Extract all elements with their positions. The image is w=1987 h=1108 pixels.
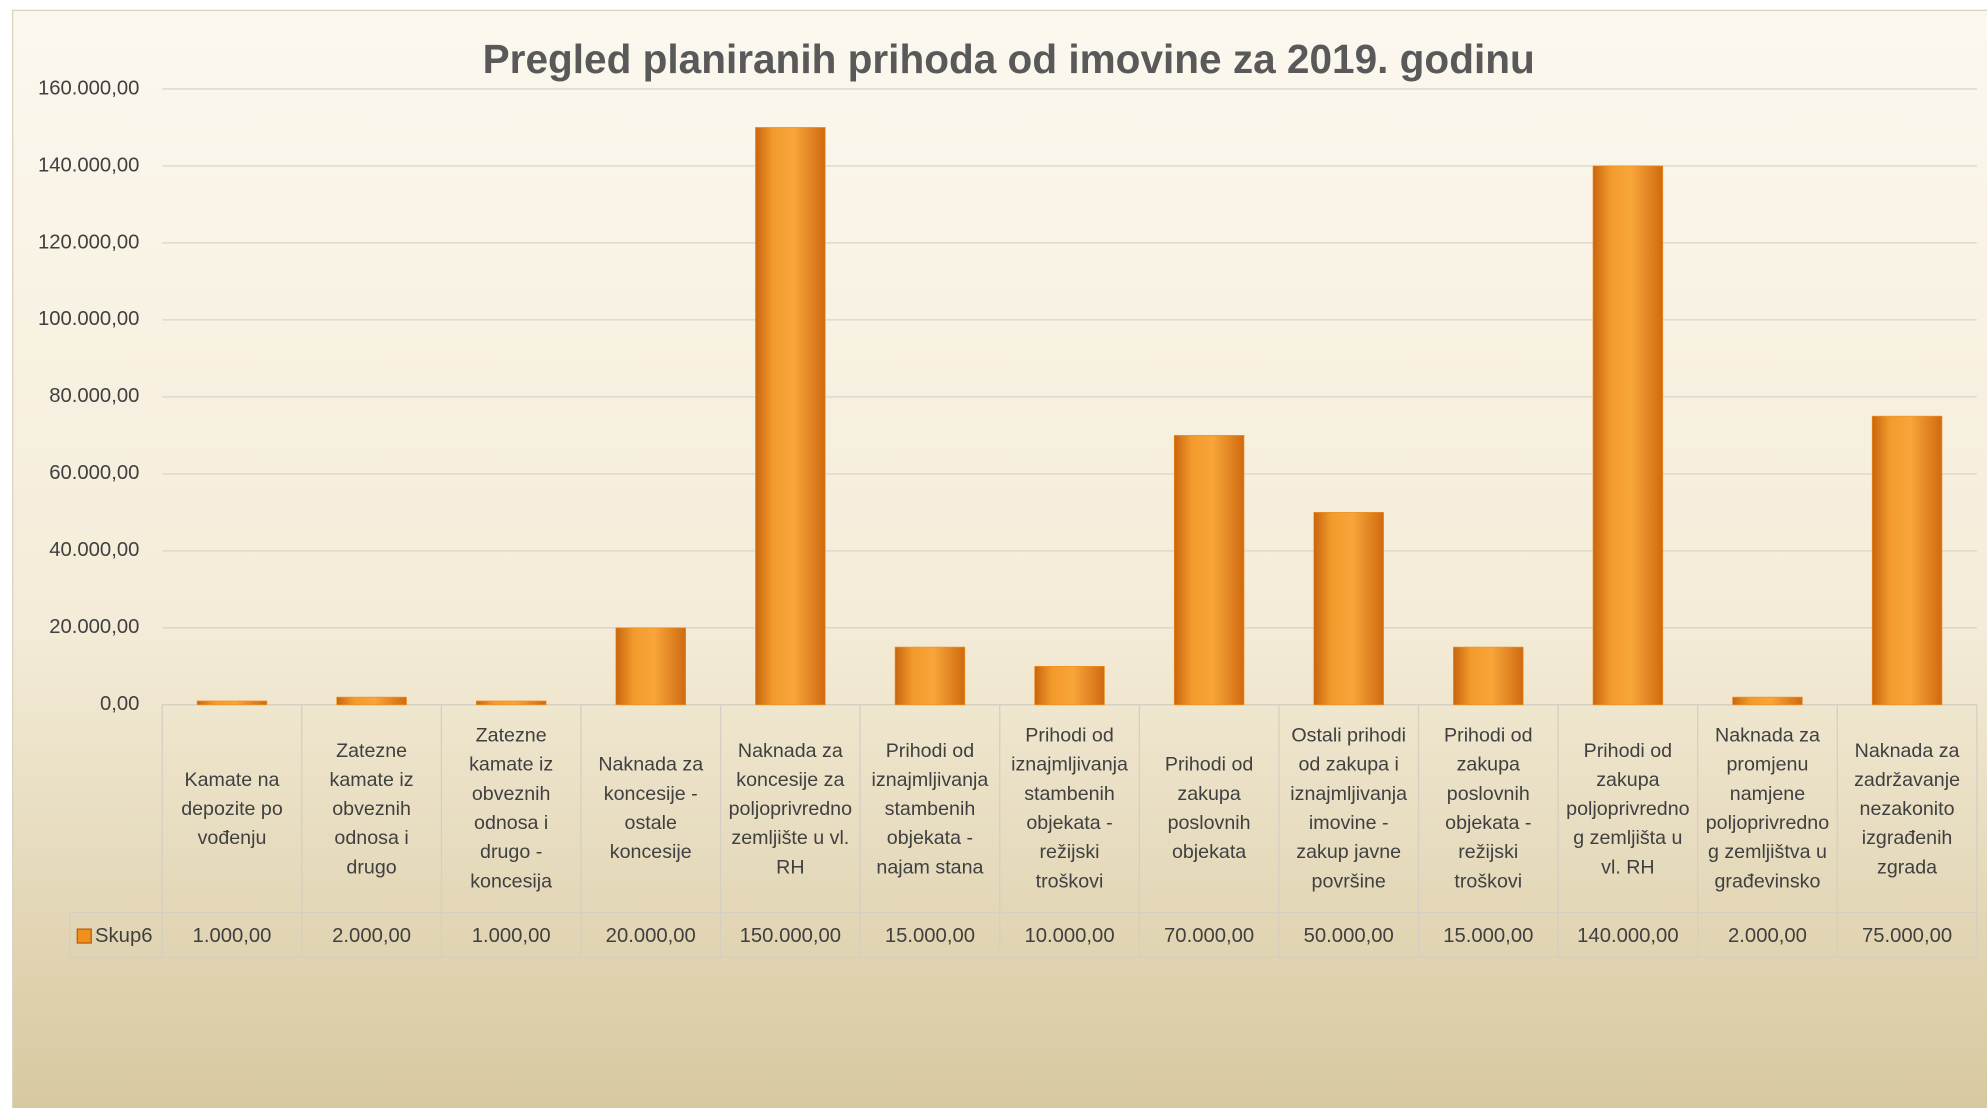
- x-tick-label: Prihodi od iznajmljivanja stambenih obje…: [871, 739, 989, 878]
- x-category-cell: Ostali prihodi od zakupa i iznajmljivanj…: [1290, 725, 1408, 893]
- value-label: 15.000,00: [885, 925, 975, 947]
- y-tick-label: 160.000,00: [38, 77, 139, 99]
- x-category-cell: Prihodi od iznajmljivanja stambenih obje…: [1011, 725, 1128, 893]
- legend-marker: [76, 928, 92, 944]
- x-tick-label: Zatezne kamate iz obveznih odnosa i drug…: [469, 725, 554, 893]
- x-tick-label: Naknada za zadržavanje nezakonito izgrađ…: [1854, 739, 1961, 878]
- bar: [1034, 665, 1105, 706]
- y-tick-label: 40.000,00: [49, 539, 139, 561]
- x-category-cell: Prihodi od zakupa poslovnih objekata: [1164, 754, 1254, 864]
- bar: [1313, 512, 1384, 706]
- bar: [1453, 646, 1524, 706]
- value-label: 1.000,00: [472, 925, 551, 947]
- x-category-cell: Naknada za koncesije - ostale koncesije: [598, 754, 704, 864]
- y-tick-label: 120.000,00: [38, 231, 139, 253]
- value-label: 20.000,00: [606, 925, 696, 947]
- y-tick-label: 80.000,00: [49, 385, 139, 407]
- y-tick-label: 140.000,00: [38, 154, 139, 176]
- chart-title: Pregled planiranih prihoda od imovine za…: [483, 36, 1535, 82]
- y-tick-label: 0,00: [100, 693, 139, 715]
- y-tick-label: 100.000,00: [38, 308, 139, 330]
- value-label: 150.000,00: [740, 925, 841, 947]
- x-category-cell: Zatezne kamate iz obveznih odnosa i drug…: [329, 739, 414, 878]
- bar: [1871, 415, 1943, 706]
- value-label: 70.000,00: [1164, 925, 1254, 947]
- x-tick-label: Prihodi od zakupa poslovnih objekata - r…: [1444, 725, 1533, 893]
- value-label: 2.000,00: [1728, 925, 1807, 947]
- bar: [1732, 696, 1803, 706]
- y-tick-label: 60.000,00: [49, 462, 139, 484]
- value-label: 2.000,00: [332, 925, 411, 947]
- value-label: 15.000,00: [1443, 925, 1533, 947]
- legend-label: Skup6: [95, 925, 152, 947]
- x-tick-label: Prihodi od zakupa poljoprivrednog zemlji…: [1566, 739, 1690, 878]
- value-label: 75.000,00: [1862, 925, 1952, 947]
- x-category-cell: Zatezne kamate iz obveznih odnosa i drug…: [469, 725, 554, 893]
- x-tick-label: Ostali prihodi od zakupa i iznajmljivanj…: [1290, 725, 1408, 893]
- x-category-cell: Prihodi od zakupa poslovnih objekata - r…: [1444, 725, 1533, 893]
- value-label: 50.000,00: [1304, 925, 1394, 947]
- bar: [1173, 435, 1245, 706]
- x-category-cell: Naknada za zadržavanje nezakonito izgrađ…: [1854, 739, 1961, 878]
- x-tick-label: Zatezne kamate iz obveznih odnosa i drug…: [329, 739, 414, 878]
- bar: [336, 696, 407, 706]
- x-tick-label: Naknada za koncesije - ostale koncesije: [598, 754, 704, 864]
- bar: [475, 700, 547, 706]
- x-category-cell: Prihodi od iznajmljivanja stambenih obje…: [871, 739, 989, 878]
- value-label: 1.000,00: [193, 925, 272, 947]
- y-tick-label: 20.000,00: [49, 616, 139, 638]
- bar: [894, 646, 966, 706]
- x-tick-label: Naknada za koncesije za poljoprivredno z…: [728, 739, 853, 878]
- x-tick-label: Prihodi od zakupa poslovnih objekata: [1164, 754, 1254, 864]
- x-tick-label: Naknada za promjenu namjene poljoprivred…: [1705, 725, 1830, 893]
- bar: [1592, 165, 1664, 706]
- bar: [196, 700, 268, 706]
- value-label: 140.000,00: [1577, 925, 1678, 947]
- x-category-cell: Kamate na depozite po vođenju: [181, 768, 283, 849]
- x-category-cell: Prihodi od zakupa poljoprivrednog zemlji…: [1566, 739, 1690, 878]
- x-tick-label: Prihodi od iznajmljivanja stambenih obje…: [1011, 725, 1128, 893]
- bar: [615, 627, 686, 706]
- x-tick-label: Kamate na depozite po vođenju: [181, 768, 283, 849]
- value-label: 10.000,00: [1024, 925, 1114, 947]
- bar: [755, 127, 826, 706]
- x-category-cell: Naknada za promjenu namjene poljoprivred…: [1705, 725, 1830, 893]
- x-category-cell: Naknada za koncesije za poljoprivredno z…: [728, 739, 853, 878]
